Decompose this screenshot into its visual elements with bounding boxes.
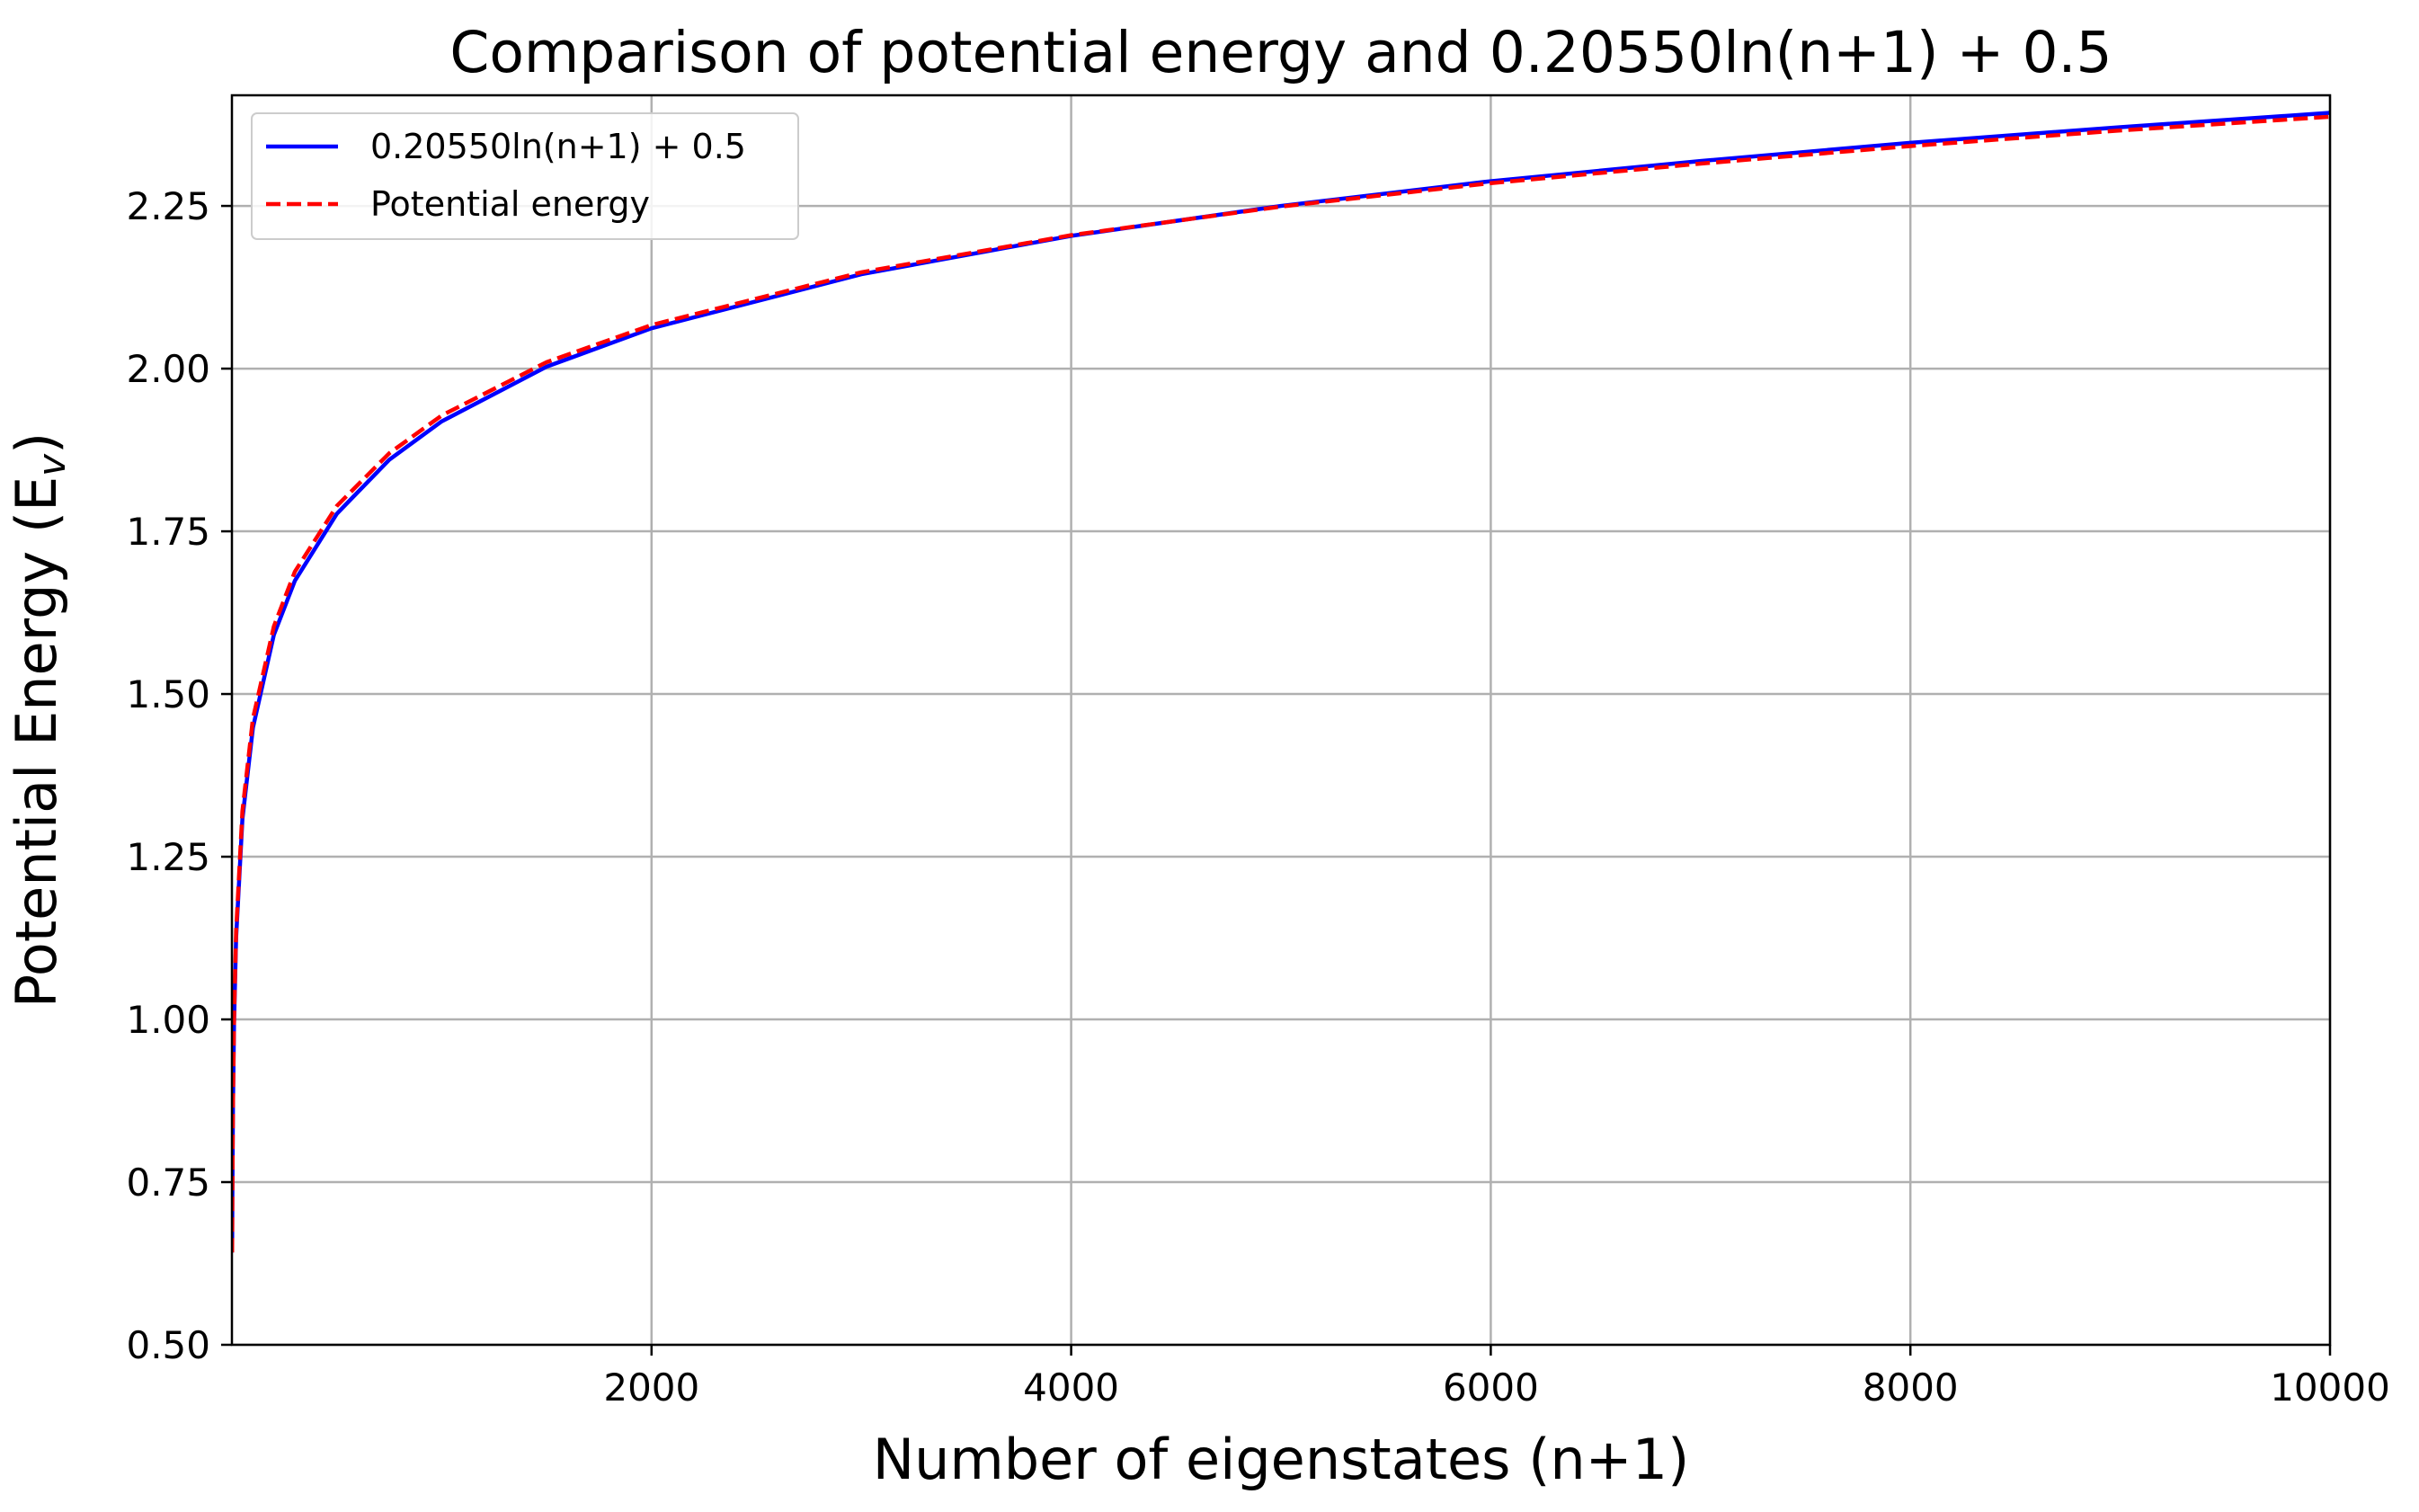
x-axis-label: Number of eigenstates (n+1) [873,1427,1690,1492]
x-tick-label: 8000 [1863,1365,1959,1410]
x-axis-ticks: 2000 4000 6000 8000 10000 [603,1345,2390,1410]
series-layer [232,111,2330,1253]
series-line-1 [232,111,2330,1253]
y-tick-label: 1.00 [126,998,210,1042]
y-axis-ticks: 0.50 0.75 1.00 1.25 1.50 1.75 2.00 2.25 [126,184,232,1367]
y-tick-label: 1.75 [126,510,210,554]
y-tick-label: 0.75 [126,1161,210,1205]
y-axis-label-end: ) [4,432,69,454]
chart-title: Comparison of potential energy and 0.205… [449,20,2112,85]
series-line-2 [232,114,2330,1253]
legend-label-series-2: Potential energy [370,184,650,224]
y-tick-label: 1.25 [126,835,210,879]
y-axis-label: Potential Energy (Ev) [4,432,74,1009]
legend-box [251,112,799,240]
y-tick-label: 2.00 [126,347,210,391]
y-tick-label: 1.50 [126,672,210,716]
legend-label-series-1: 0.20550ln(n+1) + 0.5 [370,127,746,166]
y-axis-label-subscript: v [30,453,74,476]
x-tick-label: 6000 [1443,1365,1539,1410]
y-axis-label-main: Potential Energy (E [4,476,69,1008]
grid [232,95,2332,1347]
legend: 0.20550ln(n+1) + 0.5 Potential energy [251,112,799,240]
x-tick-label: 2000 [603,1365,699,1410]
y-tick-label: 2.25 [126,184,210,228]
plot-frame [230,93,2332,1347]
x-tick-label: 10000 [2270,1365,2390,1410]
x-tick-label: 4000 [1023,1365,1119,1410]
y-tick-label: 0.50 [126,1323,210,1367]
